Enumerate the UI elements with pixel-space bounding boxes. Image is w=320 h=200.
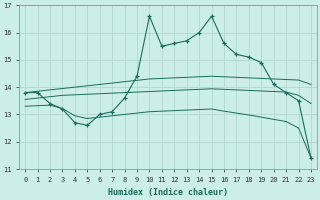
X-axis label: Humidex (Indice chaleur): Humidex (Indice chaleur) xyxy=(108,188,228,197)
